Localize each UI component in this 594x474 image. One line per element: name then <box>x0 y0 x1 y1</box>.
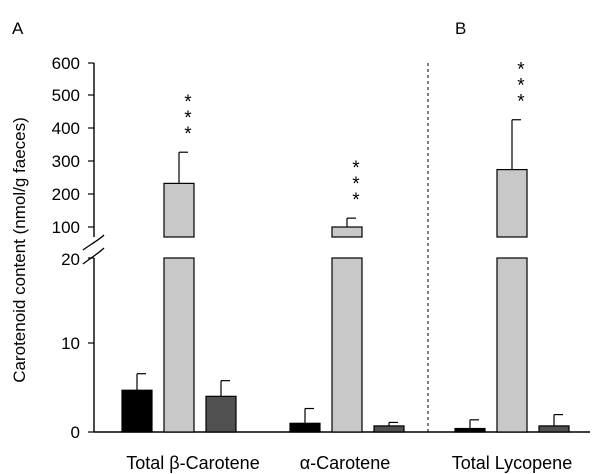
bar <box>496 169 528 238</box>
bar <box>121 389 153 433</box>
axis-break-mark <box>82 234 105 251</box>
bar <box>289 422 321 433</box>
panel-label-b: B <box>455 19 466 38</box>
y-tick-label: 100 <box>52 218 80 237</box>
bar <box>331 226 363 238</box>
significance-marker: * <box>184 92 192 113</box>
x-category-label: α-Carotene <box>300 453 390 473</box>
y-tick-label: 200 <box>52 185 80 204</box>
bar <box>373 425 405 433</box>
y-axis-title: Carotenoid content (nmol/g faeces) <box>10 117 29 383</box>
significance-marker: * <box>517 60 525 81</box>
y-tick-label: 500 <box>52 86 80 105</box>
bar <box>538 425 570 433</box>
bar <box>331 257 363 433</box>
significance-marker: * <box>184 108 192 129</box>
bar <box>205 395 237 433</box>
bar <box>163 182 195 238</box>
significance-marker: * <box>352 190 360 211</box>
x-category-label: Total β-Carotene <box>126 453 259 473</box>
significance-marker: * <box>352 158 360 179</box>
bar <box>496 257 528 433</box>
y-tick-label: 600 <box>52 54 80 73</box>
axis-break-mark <box>82 247 105 265</box>
y-ticks-lower: 0 10 20 <box>61 250 94 442</box>
y-tick-label: 300 <box>52 152 80 171</box>
y-tick-label: 0 <box>71 423 80 442</box>
significance-marker: * <box>184 124 192 145</box>
bar <box>454 427 486 433</box>
bar <box>163 257 195 433</box>
significance-marker: * <box>517 92 525 113</box>
y-tick-label: 20 <box>61 250 80 269</box>
significance-marker: * <box>517 76 525 97</box>
y-tick-label: 10 <box>61 334 80 353</box>
bar-marks: ********* <box>121 60 570 433</box>
y-ticks-upper: 100 200 300 400 500 600 <box>52 54 94 237</box>
significance-marker: * <box>352 174 360 195</box>
y-tick-label: 400 <box>52 119 80 138</box>
x-category-label: Total Lycopene <box>452 453 572 473</box>
panel-label-a: A <box>12 19 24 38</box>
